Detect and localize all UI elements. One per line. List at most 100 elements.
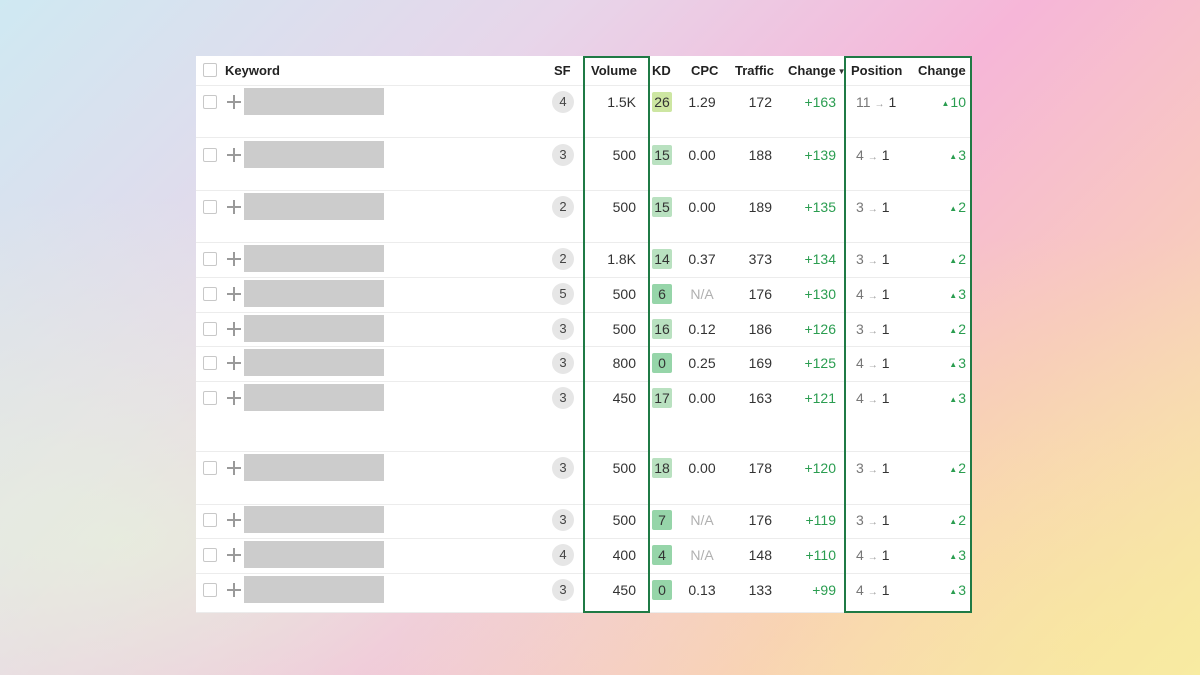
arrow-right-icon: → [867,360,878,371]
table-row[interactable]: 3 800 0 0.25 169 +125 4 → 1 ▲3 [196,347,972,382]
row-checkbox[interactable] [203,461,217,475]
table-row[interactable]: 3 450 0 0.13 133 +99 4 → 1 ▲3 [196,574,972,613]
traffic-value: 178 [748,460,772,476]
triangle-up-icon: ▲ [949,360,958,369]
add-keyword-plus-icon[interactable] [227,356,241,370]
add-keyword-plus-icon[interactable] [227,148,241,162]
redacted-keyword[interactable] [244,541,384,568]
redacted-keyword[interactable] [244,506,384,533]
serp-features-badge[interactable]: 2 [552,248,574,270]
serp-features-badge[interactable]: 3 [552,144,574,166]
table-row[interactable]: 5 500 6 N/A 176 +130 4 → 1 ▲3 [196,278,972,313]
redacted-keyword[interactable] [244,349,384,376]
volume-value: 1.5K [607,94,636,110]
arrow-right-icon: → [867,152,878,163]
table-row[interactable]: 4 1.5K 26 1.29 172 +163 11 → 1 ▲10 [196,86,972,138]
add-keyword-plus-icon[interactable] [227,322,241,336]
redacted-keyword[interactable] [244,88,384,115]
add-keyword-plus-icon[interactable] [227,583,241,597]
keyword-difficulty-badge: 17 [652,388,672,408]
row-checkbox[interactable] [203,391,217,405]
position-change-column-header[interactable]: Change [918,63,966,78]
traffic-change-value: +126 [804,321,836,337]
redacted-keyword[interactable] [244,454,384,481]
table-row[interactable]: 3 450 17 0.00 163 +121 4 → 1 ▲3 [196,382,972,452]
redacted-keyword[interactable] [244,384,384,411]
table-row[interactable]: 4 400 4 N/A 148 +110 4 → 1 ▲3 [196,539,972,574]
add-keyword-plus-icon[interactable] [227,200,241,214]
volume-value: 400 [612,547,636,563]
traffic-value: 176 [748,286,772,302]
redacted-keyword[interactable] [244,245,384,272]
add-keyword-plus-icon[interactable] [227,252,241,266]
triangle-up-icon: ▲ [949,587,958,596]
row-checkbox[interactable] [203,287,217,301]
serp-features-badge[interactable]: 5 [552,283,574,305]
change-column-header[interactable]: Change ▼ [788,63,846,80]
table-row[interactable]: 3 500 16 0.12 186 +126 3 → 1 ▲2 [196,313,972,347]
add-keyword-plus-icon[interactable] [227,287,241,301]
serp-features-badge[interactable]: 3 [552,579,574,601]
redacted-keyword[interactable] [244,315,384,342]
redacted-keyword[interactable] [244,576,384,603]
cpc-value: 0.25 [688,355,716,371]
keyword-difficulty-badge: 4 [652,545,672,565]
row-checkbox[interactable] [203,583,217,597]
position-delta: ▲2 [926,321,966,339]
row-checkbox[interactable] [203,148,217,162]
table-row[interactable]: 3 500 15 0.00 188 +139 4 → 1 ▲3 [196,138,972,191]
keyword-difficulty-badge: 18 [652,458,672,478]
triangle-up-icon: ▲ [949,204,958,213]
volume-value: 1.8K [607,251,636,267]
add-keyword-plus-icon[interactable] [227,513,241,527]
traffic-change-value: +163 [804,94,836,110]
serp-features-badge[interactable]: 3 [552,509,574,531]
row-checkbox[interactable] [203,252,217,266]
cpc-value: 0.00 [688,199,716,215]
position-delta: ▲3 [926,355,966,373]
traffic-column-header[interactable]: Traffic [735,63,775,78]
position-change-from-to: 3 → 1 [856,199,916,218]
row-checkbox[interactable] [203,356,217,370]
sf-column-header[interactable]: SF [554,63,571,78]
kd-column-header[interactable]: KD [652,63,671,78]
add-keyword-plus-icon[interactable] [227,461,241,475]
serp-features-badge[interactable]: 3 [552,318,574,340]
row-checkbox[interactable] [203,548,217,562]
serp-features-badge[interactable]: 4 [552,544,574,566]
position-change-from-to: 3 → 1 [856,251,916,270]
add-keyword-plus-icon[interactable] [227,391,241,405]
keyword-column-header[interactable]: Keyword [225,63,280,78]
row-checkbox[interactable] [203,322,217,336]
keyword-difficulty-badge: 7 [652,510,672,530]
serp-features-badge[interactable]: 3 [552,352,574,374]
cpc-column-header[interactable]: CPC [691,63,719,78]
table-row[interactable]: 2 500 15 0.00 189 +135 3 → 1 ▲2 [196,191,972,243]
serp-features-badge[interactable]: 3 [552,387,574,409]
position-delta: ▲2 [926,460,966,478]
select-all-checkbox[interactable] [203,63,217,77]
volume-column-header[interactable]: Volume [591,63,637,78]
redacted-keyword[interactable] [244,193,384,220]
arrow-right-icon: → [867,204,878,215]
serp-features-badge[interactable]: 2 [552,196,574,218]
volume-value: 450 [612,390,636,406]
row-checkbox[interactable] [203,200,217,214]
position-delta-value: 3 [958,547,966,563]
position-to: 1 [881,199,890,215]
table-row[interactable]: 2 1.8K 14 0.37 373 +134 3 → 1 ▲2 [196,243,972,278]
add-keyword-plus-icon[interactable] [227,95,241,109]
table-row[interactable]: 3 500 7 N/A 176 +119 3 → 1 ▲2 [196,505,972,539]
redacted-keyword[interactable] [244,280,384,307]
redacted-keyword[interactable] [244,141,384,168]
row-checkbox[interactable] [203,513,217,527]
position-column-header[interactable]: Position [851,63,903,78]
row-checkbox[interactable] [203,95,217,109]
serp-features-badge[interactable]: 4 [552,91,574,113]
cpc-value: N/A [690,286,714,302]
add-keyword-plus-icon[interactable] [227,548,241,562]
table-row[interactable]: 3 500 18 0.00 178 +120 3 → 1 ▲2 [196,452,972,505]
position-to: 1 [881,512,890,528]
serp-features-badge[interactable]: 3 [552,457,574,479]
position-from: 3 [856,460,864,476]
